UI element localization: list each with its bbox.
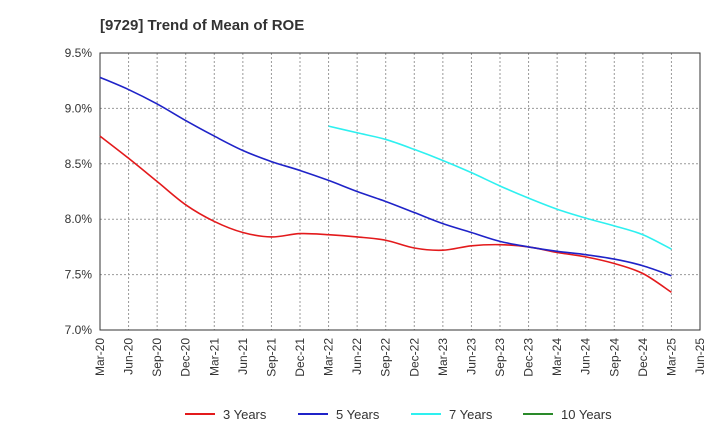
legend-label-5-years: 5 Years (336, 407, 380, 422)
plot-area (99, 52, 701, 331)
x-tick-label: Mar-25 (664, 338, 678, 376)
x-tick-label: Jun-23 (464, 338, 478, 375)
x-tick-label: Jun-21 (236, 338, 250, 375)
y-tick-label: 9.5% (65, 46, 93, 60)
series-line-5-years (99, 76, 672, 277)
x-tick-label: Mar-22 (322, 338, 336, 376)
y-tick-label: 8.0% (65, 212, 93, 226)
x-tick-label: Mar-20 (93, 338, 107, 376)
x-tick-label: Jun-24 (579, 338, 593, 375)
chart-title: [9729] Trend of Mean of ROE (100, 17, 304, 34)
series-lines (99, 76, 672, 293)
x-tick-label: Jun-20 (122, 338, 136, 375)
x-tick-label: Dec-24 (636, 338, 650, 377)
x-tick-label: Mar-21 (207, 338, 221, 376)
x-tick-label: Dec-20 (179, 338, 193, 377)
y-tick-label: 9.0% (65, 101, 93, 115)
x-tick-label: Sep-24 (607, 338, 621, 377)
x-tick-label: Mar-24 (550, 338, 564, 376)
y-axis: 7.0% 7.5% 8.0% 8.5% 9.0% 9.5% (65, 46, 93, 337)
x-tick-label: Sep-20 (150, 338, 164, 377)
x-tick-label: Mar-23 (436, 338, 450, 376)
legend-label-3-years: 3 Years (223, 407, 267, 422)
x-tick-label: Sep-23 (493, 338, 507, 377)
y-tick-label: 7.5% (65, 268, 93, 282)
y-tick-label: 7.0% (65, 323, 93, 337)
x-tick-label: Jun-25 (693, 338, 707, 375)
x-tick-label: Dec-23 (522, 338, 536, 377)
series-line-7-years (328, 125, 672, 250)
x-tick-label: Sep-21 (264, 338, 278, 377)
y-tick-label: 8.5% (65, 157, 93, 171)
grid-lines (100, 53, 700, 330)
x-tick-label: Dec-22 (407, 338, 421, 377)
legend: 3 Years 5 Years 7 Years 10 Years (185, 407, 612, 422)
legend-label-10-years: 10 Years (561, 407, 612, 422)
legend-label-7-years: 7 Years (449, 407, 493, 422)
x-tick-label: Jun-22 (350, 338, 364, 375)
x-axis: Mar-20 Jun-20 Sep-20 Dec-20 Mar-21 Jun-21 Sep-… (93, 338, 707, 377)
x-tick-label: Dec-21 (293, 338, 307, 377)
x-tick-label: Sep-22 (379, 338, 393, 377)
series-line-3-years (99, 135, 672, 293)
